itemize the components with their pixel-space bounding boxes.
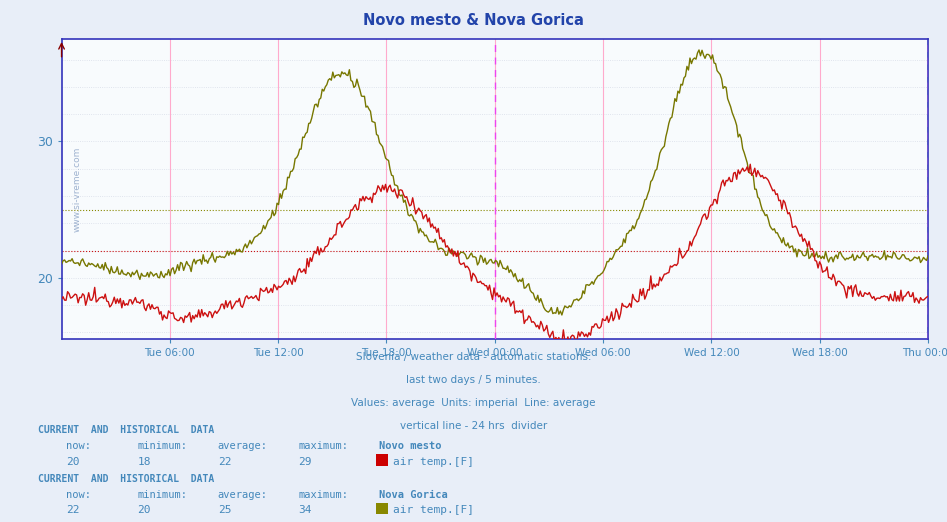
Text: vertical line - 24 hrs  divider: vertical line - 24 hrs divider [400,421,547,431]
Text: last two days / 5 minutes.: last two days / 5 minutes. [406,375,541,385]
Text: average:: average: [218,490,268,500]
Text: Novo mesto: Novo mesto [379,441,441,451]
Text: 18: 18 [137,457,151,467]
Text: Values: average  Units: imperial  Line: average: Values: average Units: imperial Line: av… [351,398,596,408]
Text: minimum:: minimum: [137,490,188,500]
Text: air temp.[F]: air temp.[F] [393,505,474,515]
Text: 22: 22 [66,505,80,515]
Text: 29: 29 [298,457,312,467]
Text: 34: 34 [298,505,312,515]
Text: 22: 22 [218,457,231,467]
Text: www.si-vreme.com: www.si-vreme.com [73,147,81,232]
Text: maximum:: maximum: [298,490,348,500]
Text: now:: now: [66,441,91,451]
Text: CURRENT  AND  HISTORICAL  DATA: CURRENT AND HISTORICAL DATA [38,425,214,435]
Text: 20: 20 [137,505,151,515]
Text: now:: now: [66,490,91,500]
Text: Nova Gorica: Nova Gorica [379,490,448,500]
Text: Novo mesto & Nova Gorica: Novo mesto & Nova Gorica [363,13,584,28]
Text: Slovenia / weather data - automatic stations.: Slovenia / weather data - automatic stat… [356,352,591,362]
Text: minimum:: minimum: [137,441,188,451]
Text: air temp.[F]: air temp.[F] [393,457,474,467]
Text: 20: 20 [66,457,80,467]
Text: maximum:: maximum: [298,441,348,451]
Text: 25: 25 [218,505,231,515]
Text: average:: average: [218,441,268,451]
Text: CURRENT  AND  HISTORICAL  DATA: CURRENT AND HISTORICAL DATA [38,474,214,484]
